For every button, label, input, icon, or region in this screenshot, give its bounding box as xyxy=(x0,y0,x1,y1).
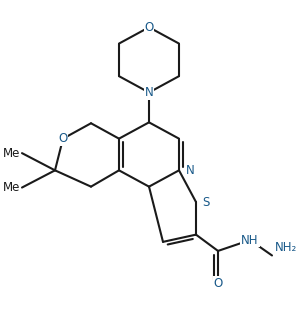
Text: O: O xyxy=(59,132,68,145)
Text: O: O xyxy=(144,21,154,34)
Text: N: N xyxy=(186,164,194,177)
Text: Me: Me xyxy=(3,147,20,160)
Text: NH: NH xyxy=(241,234,259,247)
Text: S: S xyxy=(202,195,209,209)
Text: Me: Me xyxy=(3,181,20,194)
Text: O: O xyxy=(213,277,223,290)
Text: N: N xyxy=(145,86,153,99)
Text: NH₂: NH₂ xyxy=(274,241,297,254)
